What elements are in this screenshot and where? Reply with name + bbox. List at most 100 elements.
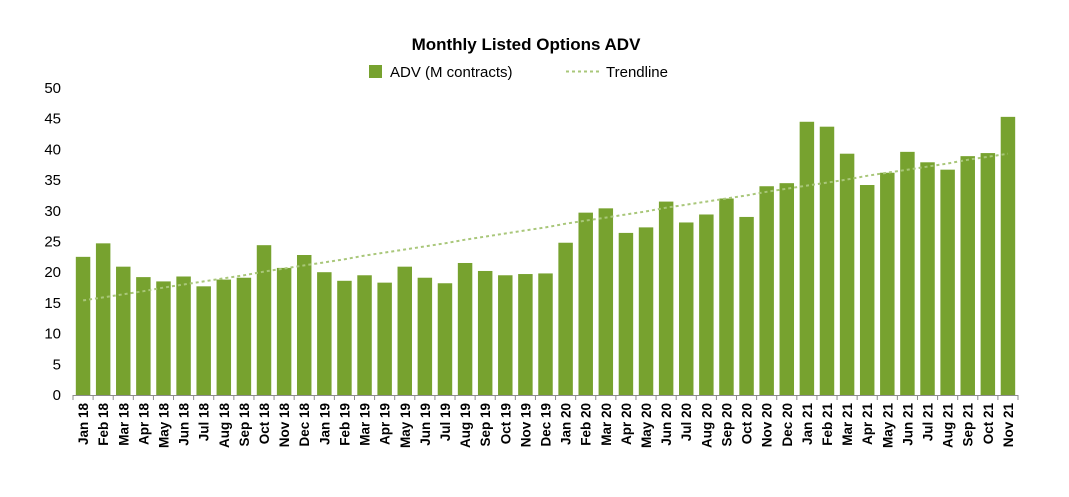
bar [719,198,734,395]
y-tick-label: 40 [44,141,61,158]
chart-title: Monthly Listed Options ADV [412,35,642,54]
x-tick-label: Mar 21 [840,403,855,446]
x-tick-label: Mar 20 [599,403,614,446]
y-axis: 0 5 10 15 20 25 30 35 40 45 50 [44,80,61,404]
x-tick-label: Sep 21 [961,403,976,447]
x-tick-label: Feb 18 [96,403,111,446]
x-tick-label: May 21 [880,403,895,449]
y-tick-label: 35 [44,172,61,189]
bar [759,186,774,395]
x-tick-label: Dec 20 [780,403,795,447]
x-tick-label: Nov 18 [277,403,292,448]
bar [839,153,855,395]
bar [819,126,835,395]
y-tick-label: 25 [44,234,61,251]
x-tick-label: Sep 20 [719,403,734,447]
x-tick-label: Oct 21 [981,403,996,445]
bar [618,232,634,395]
x-tick-label: Jul 20 [679,403,694,441]
x-tick-label: Jul 18 [197,403,212,442]
bar [397,266,412,395]
bar [357,275,372,395]
x-tick-label: Sep 18 [237,403,252,447]
bar [739,216,754,395]
bar [75,256,91,395]
bar [880,172,895,395]
bar-series [75,116,1016,396]
y-tick-label: 0 [53,387,61,404]
y-tick-label: 10 [44,326,61,343]
x-tick-label: Aug 18 [217,403,232,449]
x-tick-label: Apr 18 [136,403,151,446]
x-tick-label: Oct 18 [257,403,272,445]
bar [658,201,674,395]
y-tick-label: 20 [44,264,61,281]
trendline-series [82,152,1009,302]
x-axis: Jan 18 Feb 18 Mar 18 Apr 18 May 18 Jun 18 Jul … [72,395,1019,449]
bar [859,185,875,395]
bar [477,270,493,395]
x-tick-label: Oct 20 [740,403,755,444]
bar [598,208,614,395]
y-tick-label: 45 [44,111,61,128]
bar [296,255,312,395]
bar [638,227,654,395]
x-tick-label: Jan 21 [800,403,815,446]
x-tick-label: Jan 20 [559,403,574,445]
bar [679,222,694,395]
bar [538,273,553,395]
bar [940,169,955,395]
x-tick-label: Jun 18 [177,403,192,446]
bar [236,277,252,395]
y-tick-label: 5 [53,356,61,373]
bar [216,279,232,395]
x-tick-label: Jan 19 [317,403,332,445]
bar [256,245,272,395]
x-tick-label: May 19 [398,403,413,448]
x-tick-label: Feb 20 [579,403,594,446]
legend-label-adv: ADV (M contracts) [390,64,513,81]
x-tick-label: Jun 20 [659,403,674,446]
x-tick-label: Apr 20 [619,403,634,445]
x-tick-label: May 20 [639,403,654,448]
x-tick-label: Nov 21 [1001,403,1016,448]
bar [699,214,714,395]
bar [1000,116,1016,395]
x-tick-label: Apr 21 [860,403,875,446]
legend-swatch-adv [369,65,382,78]
bar [156,281,171,395]
bar [437,283,453,395]
bar [960,156,975,395]
bar [558,242,573,395]
bar [980,153,996,395]
bar [176,276,191,395]
x-tick-label: Mar 19 [358,403,373,446]
x-tick-label: Mar 18 [116,403,131,446]
x-tick-label: Feb 21 [820,403,835,446]
bar [578,212,593,395]
x-tick-label: Nov 20 [760,403,775,447]
bar [337,280,352,395]
bar [498,275,513,395]
x-tick-label: Oct 19 [498,403,513,444]
x-tick-label: May 18 [156,403,171,449]
bar [518,274,533,395]
bar [317,272,332,395]
bar [196,286,211,395]
x-tick-label: Jan 18 [76,403,91,446]
x-tick-label: Nov 19 [518,403,533,447]
x-tick-label: Apr 19 [378,403,393,445]
x-tick-label: Aug 19 [458,403,473,448]
x-tick-label: Jul 19 [438,403,453,441]
bar [900,151,915,395]
bar [417,277,433,395]
legend: ADV (M contracts) Trendline [369,64,668,81]
bar [799,121,815,396]
bar [116,266,131,395]
x-tick-label: Dec 19 [539,403,554,447]
x-tick-label: Sep 19 [478,403,493,447]
bar [136,277,151,395]
x-tick-label: Jun 19 [418,403,433,446]
